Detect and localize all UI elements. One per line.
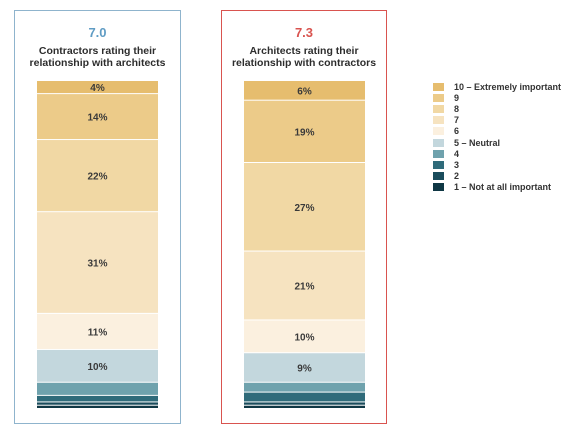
legend-swatch	[433, 82, 444, 91]
bar-segment	[37, 349, 158, 382]
legend-item: 10 – Extremely important	[433, 81, 561, 92]
data-label: 11%	[88, 327, 108, 338]
legend-label: 1 – Not at all important	[454, 182, 552, 193]
bar-segment	[37, 382, 158, 395]
bar-segment	[244, 405, 365, 408]
legend-item: 4	[433, 148, 561, 159]
bar-segment	[244, 353, 365, 382]
legend: 10 – Extremely important 9 8 7 6 5 – Neutral 4…	[433, 81, 561, 193]
bar-segment	[244, 320, 365, 353]
architects-chart-title: Architects rating their relationship wit…	[231, 45, 377, 69]
legend-item: 7	[433, 115, 561, 126]
legend-swatch	[433, 127, 444, 136]
bar-segment	[37, 405, 158, 408]
bar-segment	[244, 251, 365, 320]
data-label: 19%	[294, 127, 314, 138]
data-label: 10%	[87, 362, 107, 373]
bar-segment	[37, 395, 158, 402]
legend-label: 10 – Extremely important	[454, 81, 562, 92]
legend-item: 2	[433, 171, 561, 182]
bar-segment	[37, 140, 158, 212]
contractors-chart-title: Contractors rating their relationship wi…	[29, 45, 166, 69]
legend-label: 4	[454, 148, 460, 159]
bar-segment	[37, 81, 158, 94]
data-label: 31%	[87, 259, 107, 270]
legend-label: 7	[454, 115, 460, 126]
legend-item: 9	[433, 92, 561, 103]
legend-swatch	[433, 172, 444, 181]
bar-segment	[37, 402, 158, 405]
architects-score: 7.3	[294, 25, 314, 40]
legend-swatch	[433, 149, 444, 158]
legend-label: 6	[454, 126, 460, 137]
bar-segment	[244, 392, 365, 402]
legend-swatch	[433, 138, 444, 147]
data-label: 22%	[87, 172, 107, 183]
bar-segment	[37, 212, 158, 313]
data-label: 9%	[297, 364, 312, 375]
data-label: 21%	[294, 282, 314, 293]
legend-label: 5 – Neutral	[454, 137, 501, 148]
data-label: 14%	[87, 113, 107, 124]
legend-swatch	[433, 183, 444, 192]
legend-item: 3	[433, 159, 561, 170]
bar-segment	[244, 81, 365, 100]
bar-segment	[244, 100, 365, 162]
data-label: 27%	[294, 203, 314, 214]
legend-swatch	[433, 116, 444, 125]
legend-swatch	[433, 160, 444, 169]
legend-item: 6	[433, 126, 561, 137]
data-label: 6%	[297, 86, 312, 97]
legend-label: 3	[454, 159, 460, 170]
legend-item: 8	[433, 103, 561, 114]
bar-segment	[37, 94, 158, 140]
legend-label: 8	[454, 103, 460, 114]
legend-label: 2	[454, 171, 460, 182]
legend-item: 1 – Not at all important	[433, 182, 561, 193]
bar-segment	[244, 402, 365, 405]
bar-segment	[37, 313, 158, 349]
contractors-score: 7.0	[88, 25, 107, 40]
legend-item: 5 – Neutral	[433, 137, 561, 148]
data-label: 10%	[294, 332, 314, 343]
data-label: 4%	[90, 83, 105, 94]
legend-swatch	[433, 93, 444, 102]
bar-segment	[244, 163, 365, 251]
bar-segment	[244, 382, 365, 392]
legend-label: 9	[454, 92, 460, 103]
legend-swatch	[433, 104, 444, 113]
